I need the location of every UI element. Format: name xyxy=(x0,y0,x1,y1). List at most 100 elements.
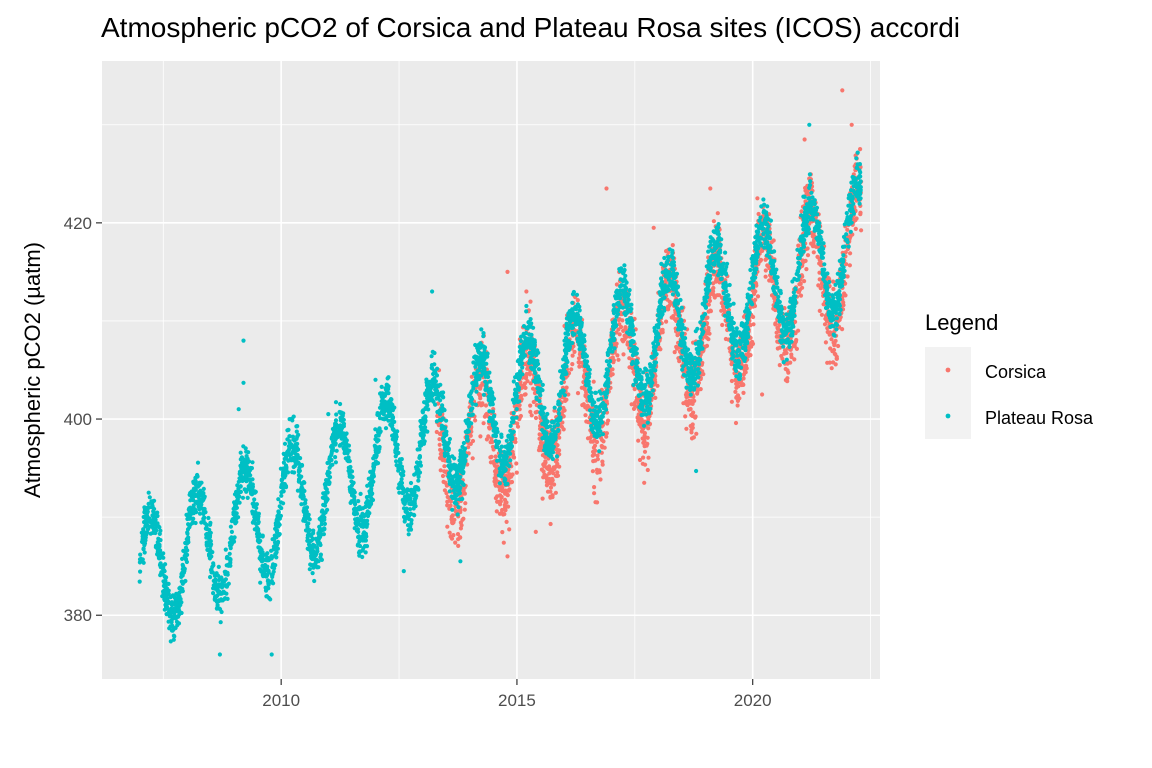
data-point xyxy=(807,172,813,177)
data-point xyxy=(588,439,594,444)
data-point xyxy=(689,436,695,441)
data-point xyxy=(798,293,804,298)
data-point xyxy=(223,547,228,552)
data-point xyxy=(401,498,406,503)
data-point xyxy=(671,314,676,319)
data-point xyxy=(493,475,498,480)
data-point xyxy=(859,228,864,233)
data-point xyxy=(711,289,716,294)
data-points xyxy=(137,88,864,657)
data-point xyxy=(792,276,797,281)
data-point xyxy=(834,316,840,321)
data-point xyxy=(450,521,455,526)
data-point xyxy=(528,299,533,304)
data-point xyxy=(548,495,553,500)
data-point xyxy=(605,421,610,426)
data-point xyxy=(810,231,815,236)
chart-title: Atmospheric pCO2 of Corsica and Plateau … xyxy=(101,12,961,43)
data-point xyxy=(493,454,498,459)
data-point xyxy=(691,410,696,415)
data-point xyxy=(325,460,330,466)
data-point xyxy=(777,322,782,328)
data-point xyxy=(478,394,483,399)
data-point xyxy=(591,449,596,454)
data-point xyxy=(616,327,621,332)
data-point xyxy=(529,413,534,418)
data-point xyxy=(665,306,671,311)
data-point xyxy=(517,403,522,408)
data-point xyxy=(319,509,324,514)
data-point xyxy=(769,293,775,298)
data-point xyxy=(703,299,709,304)
data-point xyxy=(462,507,467,512)
data-point xyxy=(541,469,546,474)
data-point xyxy=(832,351,837,356)
data-point xyxy=(641,455,646,460)
data-point xyxy=(445,524,450,529)
data-point xyxy=(438,398,443,403)
data-point xyxy=(638,416,643,421)
data-point xyxy=(749,344,754,349)
data-point xyxy=(333,455,338,460)
data-point xyxy=(488,460,493,465)
data-point xyxy=(548,521,553,527)
data-point xyxy=(574,292,580,297)
data-point xyxy=(494,509,499,514)
data-point xyxy=(429,354,434,359)
data-point xyxy=(684,399,689,404)
data-point xyxy=(554,457,560,463)
data-point xyxy=(632,387,637,392)
data-point xyxy=(294,424,299,429)
data-point xyxy=(528,403,533,408)
data-point-outlier xyxy=(524,289,529,294)
data-point xyxy=(416,478,421,483)
data-point xyxy=(244,454,249,459)
data-point xyxy=(645,420,650,425)
data-point xyxy=(760,248,765,253)
data-point xyxy=(448,534,453,539)
data-point xyxy=(244,489,249,494)
data-point xyxy=(561,408,566,414)
data-point xyxy=(238,450,243,455)
data-point xyxy=(844,262,849,267)
data-point xyxy=(365,498,370,503)
data-point xyxy=(228,546,233,551)
data-point xyxy=(683,414,688,419)
data-point xyxy=(743,370,748,375)
data-point xyxy=(600,462,605,467)
data-point xyxy=(857,201,862,206)
data-point xyxy=(848,251,853,256)
data-point xyxy=(771,238,776,243)
data-point xyxy=(715,211,720,216)
data-point xyxy=(834,354,839,359)
data-point xyxy=(448,503,453,508)
data-point xyxy=(684,426,689,431)
data-point xyxy=(702,321,707,327)
plot-panel xyxy=(102,61,880,679)
data-point xyxy=(670,292,676,297)
data-point xyxy=(481,392,486,397)
data-point xyxy=(829,337,834,342)
data-point xyxy=(206,515,211,521)
data-point xyxy=(612,307,617,312)
data-point xyxy=(323,510,328,515)
series-plateau-rosa xyxy=(137,122,863,657)
data-point xyxy=(834,327,839,332)
data-point xyxy=(853,226,858,231)
data-point xyxy=(723,250,728,255)
data-point-outlier xyxy=(505,269,510,274)
data-point xyxy=(208,520,213,526)
data-point xyxy=(537,432,542,437)
data-point xyxy=(503,508,508,513)
data-point xyxy=(557,406,563,411)
data-point xyxy=(591,379,596,384)
data-point xyxy=(629,316,634,321)
data-point xyxy=(653,395,658,400)
data-point xyxy=(792,357,797,362)
data-point xyxy=(463,501,468,506)
data-point xyxy=(816,283,821,288)
data-point xyxy=(701,372,706,377)
data-point xyxy=(793,319,798,324)
data-point xyxy=(241,444,246,449)
data-point xyxy=(597,449,602,454)
